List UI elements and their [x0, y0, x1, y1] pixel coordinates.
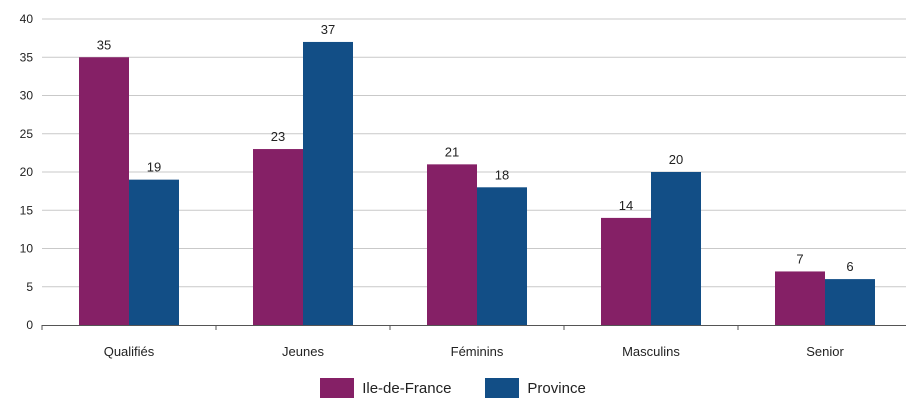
legend-swatch-ile-de-france: [320, 378, 355, 398]
legend-swatch-province: [485, 378, 520, 398]
y-axis-ticks: 0 5 10 15 20 25 30 35 40: [20, 12, 34, 332]
bar-ile-de-france-jeunes[interactable]: [253, 149, 303, 325]
data-labels: 35 23 21 14 7 19 37 18 20 6: [97, 22, 854, 274]
y-tick-label: 20: [20, 165, 34, 179]
category-label-qualifies: Qualifiés: [104, 344, 155, 359]
data-label: 6: [846, 259, 853, 274]
bar-ile-de-france-feminins[interactable]: [427, 164, 477, 325]
y-tick-label: 25: [20, 127, 34, 141]
bar-province-feminins[interactable]: [477, 187, 527, 325]
y-tick-label: 15: [20, 203, 34, 217]
bars: [79, 41, 875, 325]
bar-province-qualifies[interactable]: [129, 179, 179, 325]
category-label-jeunes: Jeunes: [282, 344, 324, 359]
data-label: 35: [97, 37, 111, 52]
legend-item-ile-de-france[interactable]: Ile-de-France: [320, 378, 451, 398]
data-label: 37: [321, 22, 335, 37]
y-tick-label: 30: [20, 89, 34, 103]
legend: Ile-de-France Province: [0, 378, 906, 398]
data-label: 20: [669, 152, 683, 167]
category-label-masculins: Masculins: [622, 344, 680, 359]
legend-label-ile-de-france: Ile-de-France: [362, 379, 452, 397]
y-tick-label: 10: [20, 242, 34, 256]
y-tick-label: 5: [26, 280, 33, 294]
legend-label-province: Province: [527, 379, 586, 397]
category-label-feminins: Féminins: [451, 344, 504, 359]
data-label: 19: [147, 160, 161, 175]
category-label-senior: Senior: [806, 344, 844, 359]
bar-ile-de-france-qualifies[interactable]: [79, 57, 129, 325]
bar-province-senior[interactable]: [825, 279, 875, 325]
y-tick-label: 40: [20, 12, 34, 26]
data-label: 7: [796, 251, 803, 266]
data-label: 21: [445, 144, 459, 159]
x-axis: Qualifiés Jeunes Féminins Masculins Senior: [41, 325, 906, 359]
bar-ile-de-france-senior[interactable]: [775, 271, 825, 325]
y-tick-label: 0: [26, 318, 33, 332]
bar-ile-de-france-masculins[interactable]: [601, 217, 651, 325]
bar-province-masculins[interactable]: [651, 172, 701, 325]
legend-item-province[interactable]: Province: [485, 378, 586, 398]
data-label: 23: [271, 129, 285, 144]
y-tick-label: 35: [20, 50, 34, 64]
data-label: 18: [495, 167, 509, 182]
bar-province-jeunes[interactable]: [303, 41, 353, 325]
data-label: 14: [619, 198, 633, 213]
